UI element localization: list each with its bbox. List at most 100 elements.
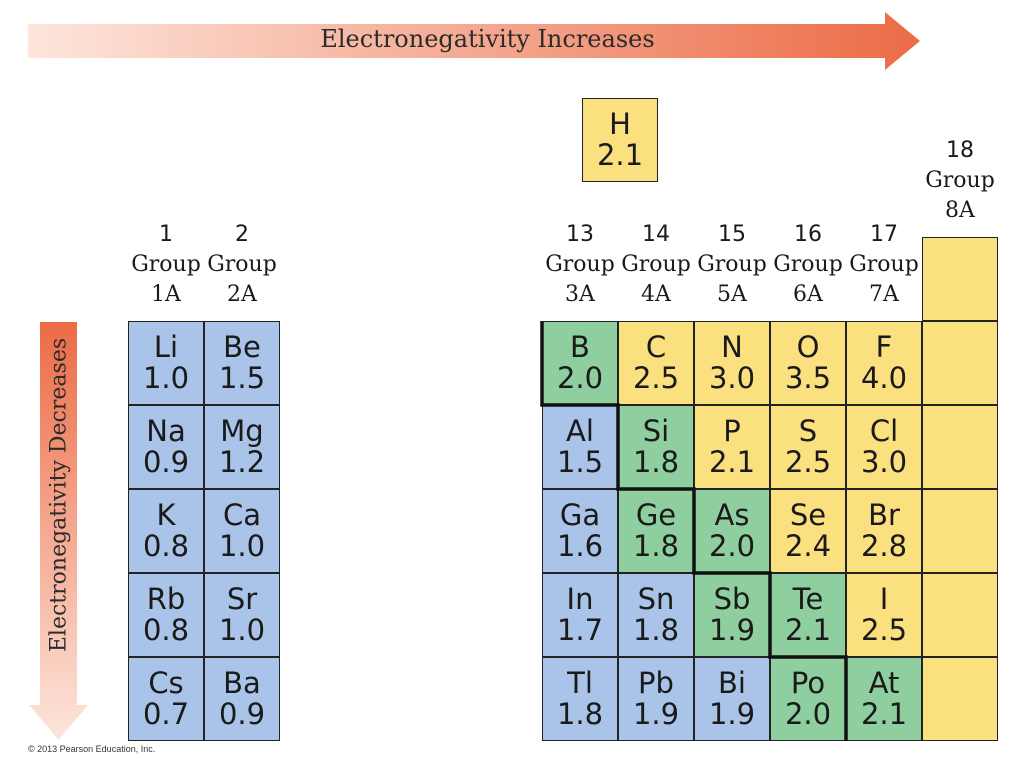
element-pb: Pb 1.9 (618, 657, 694, 741)
group-8a-column-cell (922, 573, 998, 657)
element-b: B 2.0 (542, 321, 618, 405)
electronegativity-value: 2.0 (784, 697, 832, 731)
element-sn: Sn 1.8 (618, 573, 694, 657)
element-li: Li 1.0 (128, 321, 204, 405)
element-symbol: O (796, 330, 820, 364)
element-sb: Sb 1.9 (694, 573, 770, 657)
group-header-1: 1 Group 1A (131, 222, 201, 307)
group-8a-column-cell (922, 405, 998, 489)
group-8a-column-cell (922, 657, 998, 741)
element-symbol: Al (566, 414, 594, 448)
electronegativity-value: 4.0 (860, 361, 908, 395)
electronegativity-decreases-label: Electronegativity Decreases (46, 337, 72, 653)
element-symbol: I (879, 582, 889, 616)
element-mg: Mg 1.2 (204, 405, 280, 489)
element-symbol: Ge (635, 498, 677, 532)
group-8a-column-cell (922, 489, 998, 573)
element-symbol: Ba (223, 666, 261, 700)
element-symbol: Te (792, 582, 824, 616)
element-symbol: Sb (713, 582, 751, 616)
element-as: As 2.0 (694, 489, 770, 573)
element-symbol: Cs (148, 666, 184, 700)
group-header-15: 15 Group 5A (697, 222, 767, 307)
group-header-14: 14 Group 4A (621, 222, 691, 307)
group-8a-column-cell (922, 321, 998, 405)
element-al: Al 1.5 (542, 405, 618, 489)
element-symbol: Be (223, 330, 261, 364)
element-k: K 0.8 (128, 489, 204, 573)
copyright-notice: © 2013 Pearson Education, Inc. (28, 744, 156, 754)
element-ca: Ca 1.0 (204, 489, 280, 573)
element-br: Br 2.8 (846, 489, 922, 573)
electronegativity-value: 1.5 (218, 361, 266, 395)
group-header-17: 17 Group 7A (849, 222, 919, 307)
element-symbol: Rb (146, 582, 186, 616)
element-cs: Cs 0.7 (128, 657, 204, 741)
element-be: Be 1.5 (204, 321, 280, 405)
electronegativity-value: 2.8 (860, 529, 908, 563)
electronegativity-value: 2.5 (632, 361, 680, 395)
element-symbol: Sn (637, 582, 675, 616)
electronegativity-value: 1.5 (556, 445, 604, 479)
electronegativity-value: 2.5 (784, 445, 832, 479)
element-ba: Ba 0.9 (204, 657, 280, 741)
electronegativity-decreases-arrow (29, 322, 88, 740)
element-symbol: Li (153, 330, 179, 364)
group-8a-column-cell (922, 237, 998, 321)
electronegativity-value: 2.1 (784, 613, 832, 647)
group-header-16: 16 Group 6A (773, 222, 843, 307)
electronegativity-value: 2.5 (860, 613, 908, 647)
element-symbol: N (721, 330, 743, 364)
element-in: In 1.7 (542, 573, 618, 657)
electronegativity-value: 2.1 (708, 445, 756, 479)
electronegativity-value: 3.0 (860, 445, 908, 479)
element-symbol: Po (790, 666, 826, 700)
electronegativity-increases-arrow (28, 12, 920, 70)
element-symbol: P (723, 414, 741, 448)
element-o: O 3.5 (770, 321, 846, 405)
element-sr: Sr 1.0 (204, 573, 280, 657)
element-symbol: Pb (638, 666, 674, 700)
group-header-13: 13 Group 3A (545, 222, 615, 307)
element-i: I 2.5 (846, 573, 922, 657)
element-rb: Rb 0.8 (128, 573, 204, 657)
element-symbol: Se (789, 498, 827, 532)
electronegativity-value: 0.9 (142, 445, 190, 479)
electronegativity-value: 1.8 (556, 697, 604, 731)
element-symbol: Ga (559, 498, 601, 532)
element-symbol: Tl (567, 666, 593, 700)
element-symbol: Cl (869, 414, 899, 448)
electronegativity-value: 1.8 (632, 445, 680, 479)
electronegativity-value: 1.9 (708, 697, 756, 731)
electronegativity-value: 1.2 (218, 445, 266, 479)
electronegativity-value: 1.9 (708, 613, 756, 647)
electronegativity-value: 1.8 (632, 529, 680, 563)
element-se: Se 2.4 (770, 489, 846, 573)
element-ge: Ge 1.8 (618, 489, 694, 573)
electronegativity-value: 0.8 (142, 529, 190, 563)
element-te: Te 2.1 (770, 573, 846, 657)
group-header-18: 18 Group 8A (925, 138, 995, 223)
electronegativity-value: 1.0 (142, 361, 190, 395)
element-symbol: F (875, 330, 893, 364)
element-p: P 2.1 (694, 405, 770, 489)
electronegativity-value: 0.9 (218, 697, 266, 731)
element-symbol: K (156, 498, 176, 532)
electronegativity-value: 2.0 (556, 361, 604, 395)
electronegativity-value: 2.1 (596, 138, 644, 172)
electronegativity-value: 3.5 (784, 361, 832, 395)
element-c: C 2.5 (618, 321, 694, 405)
element-symbol: C (645, 330, 667, 364)
element-f: F 4.0 (846, 321, 922, 405)
element-bi: Bi 1.9 (694, 657, 770, 741)
electronegativity-increases-label: Electronegativity Increases (320, 25, 655, 53)
group-header-2: 2 Group 2A (207, 222, 277, 307)
element-symbol: S (798, 414, 818, 448)
element-symbol: Ca (222, 498, 262, 532)
element-symbol: In (566, 582, 594, 616)
element-symbol: H (609, 107, 631, 141)
electronegativity-value: 1.0 (218, 529, 266, 563)
electronegativity-value: 1.9 (632, 697, 680, 731)
element-cl: Cl 3.0 (846, 405, 922, 489)
